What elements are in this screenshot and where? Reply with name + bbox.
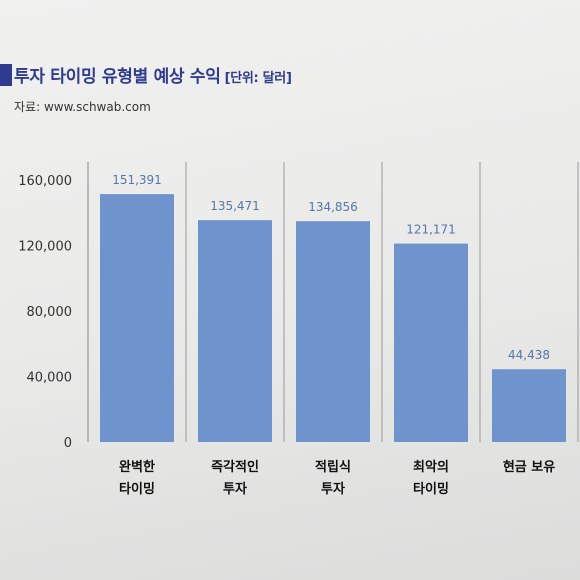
data-label: 151,391 — [112, 173, 162, 187]
category-label: 즉각적인 — [211, 459, 259, 475]
bar — [100, 194, 174, 442]
bar — [394, 243, 468, 442]
chart-unit: [단위: 달러] — [224, 71, 292, 86]
category-label: 최악의 — [413, 459, 449, 475]
chart-source: 자료: www.schwab.com — [14, 100, 151, 114]
title-accent-bar — [0, 64, 12, 86]
data-label: 44,438 — [508, 348, 550, 362]
y-tick-label: 0 — [64, 436, 72, 451]
category-label: 현금 보유 — [503, 459, 555, 475]
y-tick-label: 160,000 — [18, 174, 72, 189]
category-label: 완벽한 — [119, 459, 155, 475]
category-label: 타이밍 — [413, 481, 449, 497]
data-label: 134,856 — [308, 200, 358, 214]
data-label: 121,171 — [406, 223, 456, 237]
category-label: 타이밍 — [119, 481, 155, 497]
category-label: 적립식 — [315, 459, 351, 475]
data-label: 135,471 — [210, 199, 260, 213]
y-tick-label: 120,000 — [18, 240, 72, 255]
category-label: 투자 — [321, 482, 345, 497]
category-label: 투자 — [223, 482, 247, 497]
y-tick-label: 40,000 — [27, 371, 73, 386]
bar — [492, 369, 566, 442]
bar — [198, 220, 272, 442]
chart-title-text: 투자 타이밍 유형별 예상 수익 — [14, 67, 221, 87]
bar — [296, 221, 370, 442]
chart-title: 투자 타이밍 유형별 예상 수익 [단위: 달러] — [14, 62, 292, 87]
y-tick-label: 80,000 — [27, 305, 73, 320]
